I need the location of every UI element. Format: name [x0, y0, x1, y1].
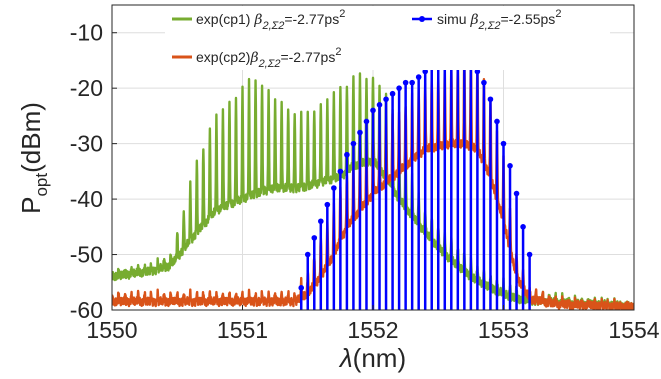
stem-marker-simu: [311, 235, 318, 241]
stem-marker-simu: [494, 118, 500, 125]
x-axis-unit: (nm): [353, 343, 406, 373]
stem-marker-simu: [318, 218, 324, 225]
y-tick-label: -10: [70, 20, 103, 46]
x-tick-label: 1554: [608, 317, 659, 343]
stem-marker-simu: [376, 102, 383, 108]
y-axis-sub: opt: [32, 173, 51, 197]
legend-box: [165, 6, 610, 70]
stem-marker-simu: [481, 79, 487, 86]
y-axis-main: P: [16, 197, 46, 214]
stem-marker-simu: [402, 79, 409, 86]
y-axis-unit: (dBm): [16, 102, 46, 173]
stem-marker-simu: [487, 96, 494, 103]
stem-marker-simu: [324, 201, 331, 208]
x-axis-symbol: λ: [338, 343, 353, 373]
x-axis-label: λ(nm): [338, 343, 406, 373]
stem-marker-simu: [409, 79, 415, 86]
stem-marker-simu: [500, 140, 507, 147]
y-tick-label: -60: [70, 297, 103, 323]
stem-marker-simu: [350, 140, 357, 147]
x-tick-label: 1551: [217, 317, 268, 343]
y-axis-label: Popt(dBm): [16, 102, 51, 214]
legend-label-cp2: exp(cp2)β2,Σ2=-2.77ps2: [196, 46, 341, 70]
y-tick-label: -30: [70, 131, 103, 157]
stem-marker-simu: [298, 285, 305, 291]
stem-marker-simu: [474, 68, 481, 75]
legend-label-simu: simu β2,Σ2=-2.55ps2: [437, 8, 561, 32]
y-tick-label: -40: [70, 186, 103, 212]
legend-label-cp1: exp(cp1) β2,Σ2=-2.77ps2: [196, 8, 345, 32]
y-tick-label: -50: [70, 242, 103, 268]
x-tick-label: 1550: [86, 317, 137, 343]
x-tick-label: 1552: [347, 317, 398, 343]
x-tick-label: 1553: [478, 317, 529, 343]
stem-marker-simu: [337, 168, 344, 175]
stem-marker-simu: [344, 151, 350, 158]
legend-marker-simu: [419, 16, 425, 22]
stem-marker-simu: [383, 96, 389, 103]
stem-marker-simu: [422, 68, 429, 75]
stem-marker-simu: [331, 185, 337, 191]
stem-marker-simu: [513, 190, 520, 197]
stem-marker-simu: [304, 251, 311, 258]
y-tick-label: -20: [70, 75, 103, 101]
stem-marker-simu: [363, 118, 370, 125]
stem-marker-simu: [389, 90, 396, 97]
ticks: 1550 1551 1552 1553 1554 -10 -20 -30 -40 -50 -60: [70, 20, 660, 343]
stem-marker-simu: [396, 85, 402, 91]
stem-marker-simu: [520, 224, 526, 230]
stem-marker-simu: [415, 74, 422, 80]
stem-marker-simu: [370, 107, 376, 114]
stem-marker-simu: [507, 163, 513, 169]
stem-marker-simu: [357, 129, 363, 136]
stem-marker-simu: [526, 251, 533, 258]
legend: exp(cp1) β2,Σ2=-2.77ps2 simu β2,Σ2=-2.55…: [165, 6, 610, 70]
series-layer: [112, 52, 634, 310]
